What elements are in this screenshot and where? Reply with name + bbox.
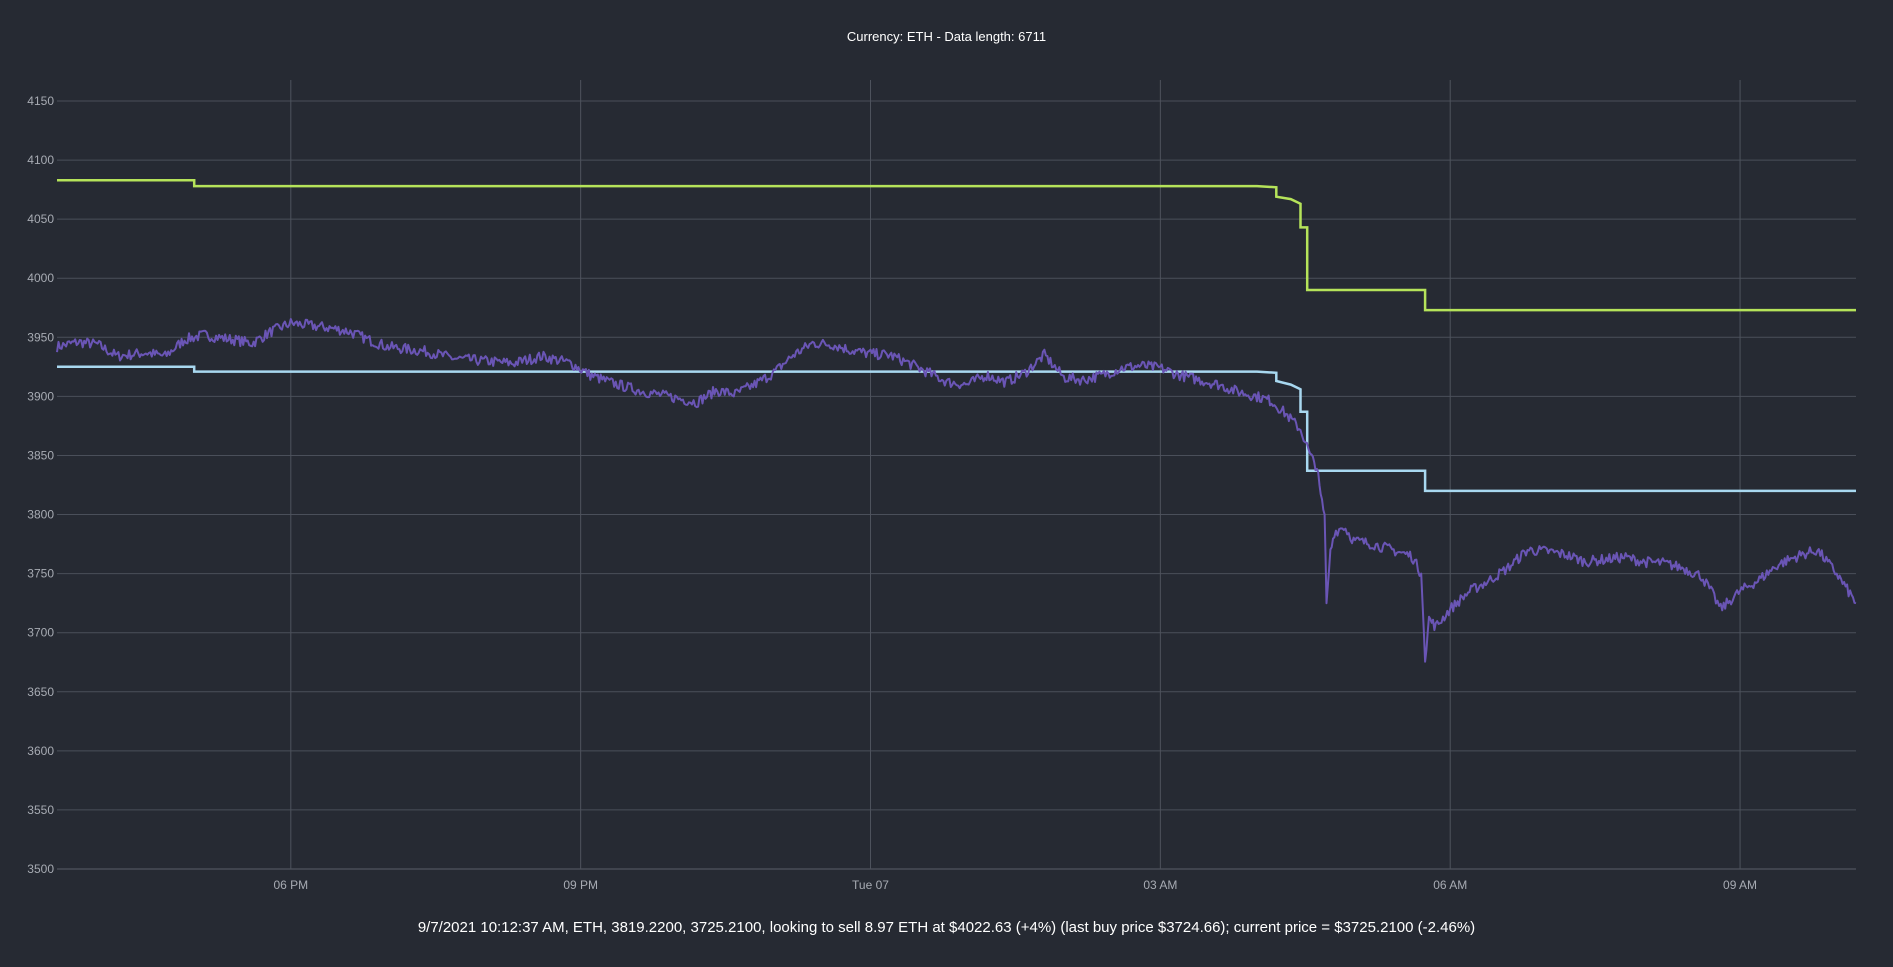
y-tick-label: 3700: [27, 626, 54, 640]
sell_line-series-line: [57, 178, 1856, 312]
x-tick-label: 09 AM: [1723, 878, 1757, 892]
y-tick-label: 3850: [27, 448, 54, 462]
y-tick-label: 3950: [27, 330, 54, 344]
x-tick-label: 09 PM: [563, 878, 598, 892]
grid-layer: [57, 80, 1856, 870]
series-layer: [56, 178, 1857, 663]
buy_line-series-line: [57, 365, 1856, 493]
y-tick-label: 3650: [27, 685, 54, 699]
y-tick-label: 4000: [27, 271, 54, 285]
chart-title: Currency: ETH - Data length: 6711: [846, 29, 1047, 44]
y-tick-label: 3750: [27, 567, 54, 581]
tick-layer: 3500 3550 3600 3650 3700 3750 3800 3850 3900 3950…: [27, 94, 1757, 892]
y-tick-label: 3900: [27, 389, 54, 403]
y-tick-label: 3800: [27, 508, 54, 522]
y-tick-label: 3600: [27, 744, 54, 758]
y-tick-label: 3550: [27, 803, 54, 817]
price-series-line: [56, 318, 1857, 663]
y-tick-label: 4050: [27, 212, 54, 226]
x-tick-label: Tue 07: [852, 878, 889, 892]
status-line: 9/7/2021 10:12:37 AM, ETH, 3819.2200, 37…: [417, 919, 1476, 936]
y-tick-label: 3500: [27, 862, 54, 876]
y-tick-label: 4100: [27, 153, 54, 167]
x-tick-label: 06 AM: [1433, 878, 1467, 892]
y-tick-label: 4150: [27, 94, 54, 108]
x-tick-label: 06 PM: [273, 878, 308, 892]
x-tick-label: 03 AM: [1143, 878, 1177, 892]
